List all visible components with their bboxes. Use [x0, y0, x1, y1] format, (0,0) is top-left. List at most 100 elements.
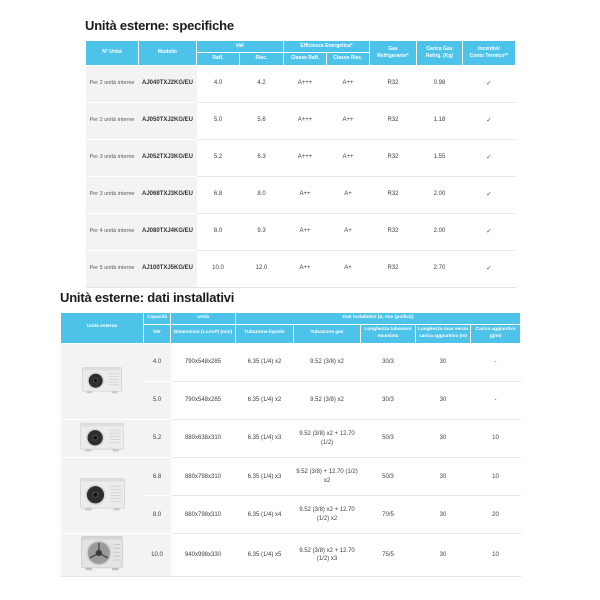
- cell-max-no-charge: 30: [415, 495, 471, 535]
- cell-model: AJ050TXJ2KG/EU: [138, 102, 197, 140]
- install-header-row-1: Unità esterna Capacità Unità Dati instal…: [60, 312, 521, 344]
- cell-gas: R32: [369, 139, 417, 177]
- table-row: 8.0 880x798x310 6.35 (1/4) x4 9.52 (3/8)…: [61, 495, 521, 535]
- cell-carica: 0.98: [416, 65, 463, 103]
- cell-model: AJ068TXJ3KG/EU: [138, 176, 197, 214]
- check-icon: ✓: [462, 65, 516, 103]
- outdoor-unit-image: [60, 533, 144, 577]
- install-section-title: Unità esterne: dati installativi: [60, 290, 235, 305]
- cell-classe-raff: A++: [283, 213, 327, 251]
- cell-capacity: 6.8: [143, 457, 171, 497]
- cell-carica: 2.70: [416, 250, 463, 288]
- cell-kw-raff: 5.0: [196, 102, 240, 140]
- cell-gas-pipe: 9.52 (3/8) x2: [293, 343, 361, 382]
- cell-extra-charge: 20: [470, 495, 521, 535]
- cell-units: Per 5 unità interne: [85, 250, 139, 288]
- cell-gas: R32: [369, 250, 417, 288]
- install-table: Unità esterna Capacità Unità Dati instal…: [60, 312, 521, 577]
- spec-section: Unità esterne: specifiche N° Unità Model…: [85, 18, 516, 288]
- cell-units: Per 3 unità interne: [85, 139, 139, 177]
- table-row: 6.8 880x798x310 6.35 (1/4) x3 9.52 (3/8)…: [60, 457, 521, 535]
- cell-max-length: 75/5: [360, 533, 416, 577]
- cell-kw-risc: 12.0: [239, 250, 284, 288]
- cell-max-no-charge: 30: [415, 419, 471, 459]
- cell-dimensions: 790x548x285: [170, 343, 236, 382]
- col-header-tubazione-liquido: Tubazione liquido: [235, 323, 294, 344]
- cell-max-no-charge: 30: [415, 343, 471, 382]
- check-icon: ✓: [462, 250, 516, 288]
- cell-kw-risc: 4.2: [239, 65, 284, 103]
- cell-classe-risc: A+: [326, 213, 370, 251]
- cell-units: Per 3 unità interne: [85, 176, 139, 214]
- cell-classe-risc: A+: [326, 176, 370, 214]
- cell-dimensions: 940x998x330: [170, 533, 236, 577]
- col-header-incentivi-line2: Conto Termico**: [469, 52, 509, 59]
- install-section: Unità esterne: dati installativi Unità e…: [60, 290, 521, 577]
- cell-carica: 1.55: [416, 139, 463, 177]
- col-header-dimensioni: Dimensioni (LxAxP) (mm): [170, 323, 236, 344]
- cell-model: AJ100TXJ5KG/EU: [138, 250, 197, 288]
- table-row: Per 3 unità interne AJ068TXJ3KG/EU 6.8 8…: [85, 176, 516, 214]
- cell-extra-charge: -: [470, 343, 521, 382]
- cell-model: AJ040TXJ2KG/EU: [138, 65, 197, 103]
- col-header-incentivi-line1: Incentivi/: [478, 45, 500, 52]
- cell-classe-risc: A+: [326, 250, 370, 288]
- cell-capacity: 4.0: [143, 343, 171, 382]
- col-header-carica-line2: Refrig. (Kg): [425, 52, 454, 59]
- spec-header-row-1: N° Unità Modello kW Efficienza Energetic…: [85, 39, 516, 66]
- cell-classe-raff: A++: [283, 250, 327, 288]
- cell-classe-risc: A++: [326, 65, 370, 103]
- col-group-dati-installativi: Dati installativi [ø, mm (pollici)]: [235, 312, 521, 325]
- cell-capacity: 8.0: [143, 495, 171, 535]
- cell-dimensions: 880x798x310: [170, 457, 236, 497]
- cell-carica: 2.00: [416, 213, 463, 251]
- cell-gas-pipe: 9.52 (3/8) x2 + 12.70 (1/2) x2: [293, 495, 361, 535]
- table-row: 10.0 940x998x330 6.35 (1/4) x5 9.52 (3/8…: [60, 533, 521, 577]
- cell-dimensions: 880x638x310: [170, 419, 236, 459]
- cell-gas: R32: [369, 213, 417, 251]
- cell-max-no-charge: 30: [415, 457, 471, 497]
- cell-gas: R32: [369, 102, 417, 140]
- cell-max-length: 70/5: [360, 495, 416, 535]
- cell-model: AJ052TXJ3KG/EU: [138, 139, 197, 177]
- col-header-n-unita: N° Unità: [85, 40, 139, 66]
- table-row: 5.0 790x548x285 6.35 (1/4) x2 9.52 (3/8)…: [61, 381, 521, 420]
- check-icon: ✓: [462, 176, 516, 214]
- cell-max-length: 30/3: [360, 343, 416, 382]
- cell-units: Per 4 unità interne: [85, 213, 139, 251]
- cell-gas-pipe: 9.52 (3/8) x2 + 12.70 (1/2) x3: [293, 533, 361, 577]
- col-header-classe-risc: Classe Risc.: [326, 52, 370, 66]
- table-row: Per 3 unità interne AJ052TXJ3KG/EU 5.2 6…: [85, 139, 516, 177]
- cell-extra-charge: 10: [470, 457, 521, 497]
- cell-capacity: 5.2: [143, 419, 171, 459]
- col-header-incentivi: Incentivi/ Conto Termico**: [462, 40, 516, 66]
- outdoor-unit-image: [60, 457, 144, 535]
- cell-dimensions: 880x798x310: [170, 495, 236, 535]
- cell-gas: R32: [369, 65, 417, 103]
- cell-classe-risc: A++: [326, 102, 370, 140]
- col-header-carica: Carica Gas Refrig. (Kg): [416, 40, 463, 66]
- col-header-lunghezza-senza-carica: Lunghezza max senza carica aggiuntiva (m…: [415, 323, 471, 344]
- cell-max-no-charge: 30: [415, 381, 471, 420]
- col-group-kw: kW: [196, 39, 284, 54]
- cell-kw-risc: 8.0: [239, 176, 284, 214]
- col-header-capacita: Capacità: [143, 312, 171, 325]
- cell-extra-charge: -: [470, 381, 521, 420]
- col-header-kw: kW: [143, 323, 171, 344]
- cell-liquid-pipe: 6.35 (1/4) x5: [235, 533, 294, 577]
- cell-classe-raff: A+++: [283, 65, 327, 103]
- col-header-unita-esterna: Unità esterna: [60, 312, 144, 344]
- table-row: 5.2 880x638x310 6.35 (1/4) x3 9.52 (3/8)…: [60, 419, 521, 459]
- col-header-raff: Raff.: [196, 52, 240, 66]
- cell-extra-charge: 10: [470, 533, 521, 577]
- install-header-row-2: kW Dimensioni (LxAxP) (mm) Tubazione liq…: [61, 323, 521, 344]
- cell-capacity: 10.0: [143, 533, 171, 577]
- cell-extra-charge: 10: [470, 419, 521, 459]
- cell-kw-raff: 4.0: [196, 65, 240, 103]
- cell-liquid-pipe: 6.35 (1/4) x3: [235, 419, 294, 459]
- cell-classe-raff: A++: [283, 176, 327, 214]
- cell-liquid-pipe: 6.35 (1/4) x4: [235, 495, 294, 535]
- cell-capacity: 5.0: [143, 381, 171, 420]
- spec-table: N° Unità Modello kW Efficienza Energetic…: [85, 39, 516, 288]
- cell-dimensions: 790x548x285: [170, 381, 236, 420]
